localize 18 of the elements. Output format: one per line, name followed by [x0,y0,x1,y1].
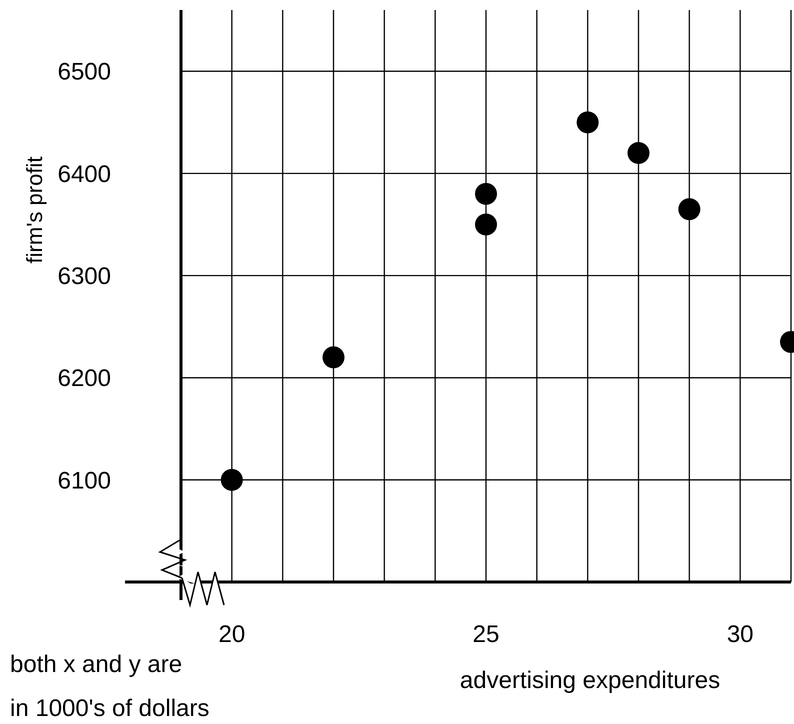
point [475,182,497,205]
x-tick-label: 25 [472,621,500,648]
y-axis-title: firm's profit [22,156,47,264]
y-tick-label: 6500 [58,58,111,86]
x-tick-label: 20 [218,621,246,648]
y-tick-label: 6200 [58,365,111,392]
y-tick-label: 6100 [58,467,111,494]
point [678,198,700,220]
point [220,468,243,491]
x-axis-title: advertising expenditures [460,667,720,694]
point [576,111,599,134]
y-tick-label: 6300 [58,262,111,290]
point [475,214,497,236]
point [628,142,650,164]
y-tick-label: 6400 [58,160,111,188]
point [322,346,344,368]
text: both x and y are in 1000's of dollars [10,651,210,722]
x-tick-label: 30 [726,621,754,648]
